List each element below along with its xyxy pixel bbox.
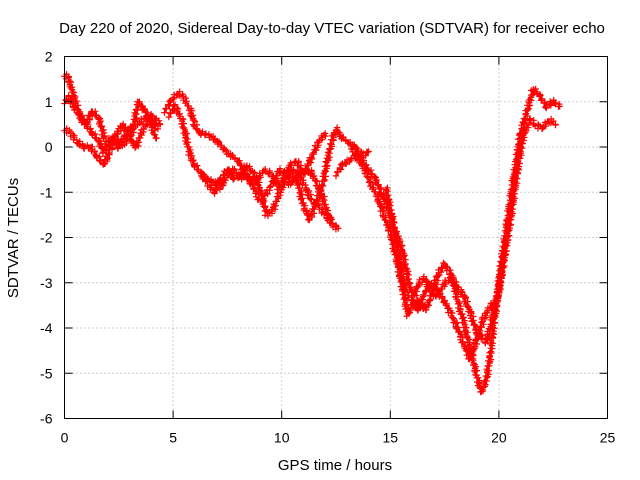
- y-tick-label: -4: [40, 320, 53, 336]
- plus-markers-track-7: [274, 124, 372, 224]
- y-tick-label: -6: [40, 411, 53, 427]
- series-track-9: [348, 85, 563, 396]
- y-tick-label: -2: [40, 230, 53, 246]
- series-track-3: [61, 116, 160, 168]
- x-tick-label: 5: [169, 430, 177, 446]
- x-axis-label: GPS time / hours: [278, 457, 392, 474]
- series-track-4: [161, 88, 335, 224]
- x-tick-label: 10: [274, 430, 290, 446]
- y-tick-label: 2: [45, 49, 53, 65]
- x-tick-label: 25: [600, 430, 616, 446]
- y-axis-label: SDTVAR / TECUs: [5, 178, 22, 298]
- y-tick-labels: -6 -5 -4 -3 -2 -1 0 1 2: [40, 49, 53, 427]
- y-tick-label: -5: [40, 365, 53, 381]
- y-tick-label: -3: [40, 275, 53, 291]
- plus-markers-track-10: [382, 115, 559, 363]
- data-marks: [61, 71, 563, 396]
- y-tick-label: -1: [40, 184, 53, 200]
- x-tick-label: 20: [491, 430, 507, 446]
- x-tick-label: 0: [61, 430, 69, 446]
- x-tick-labels: 0 5 10 15 20 25: [61, 430, 616, 446]
- y-tick-label: 0: [45, 139, 53, 155]
- plus-markers-track-4: [161, 88, 335, 224]
- plus-markers-track-9: [348, 85, 563, 396]
- series-track-7: [274, 124, 372, 224]
- x-tick-label: 15: [383, 430, 399, 446]
- plus-markers-track-3: [61, 116, 160, 168]
- series-track-10: [382, 115, 559, 363]
- axis-ticks: [64, 56, 608, 419]
- y-tick-label: 1: [45, 94, 53, 110]
- chart-title: Day 220 of 2020, Sidereal Day-to-day VTE…: [59, 20, 605, 37]
